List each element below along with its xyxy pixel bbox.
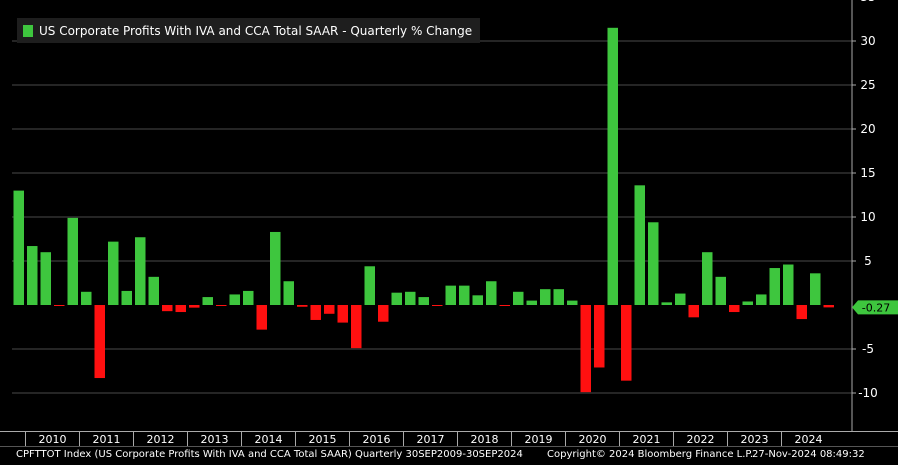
- bar: [391, 292, 402, 305]
- x-tick-label: 2021: [633, 433, 661, 446]
- bar: [418, 297, 429, 305]
- bar: [40, 252, 51, 305]
- y-tick-label: -5: [862, 342, 874, 356]
- bar: [189, 305, 200, 308]
- legend-label: US Corporate Profits With IVA and CCA To…: [39, 23, 473, 38]
- bar: [270, 231, 281, 305]
- bar: [553, 289, 564, 305]
- bar: [594, 305, 605, 368]
- x-tick-label: 2023: [741, 433, 769, 446]
- bar: [13, 190, 24, 305]
- x-tick-label: 2011: [93, 433, 121, 446]
- footer-copyright: Copyright© 2024 Bloomberg Finance L.P.: [547, 449, 754, 460]
- y-tick-label: 30: [860, 34, 875, 48]
- bars: [13, 27, 834, 393]
- bar: [297, 305, 308, 307]
- bar: [783, 264, 794, 305]
- bar: [607, 27, 618, 306]
- bar: [216, 305, 227, 306]
- x-tick-label: 2014: [255, 433, 283, 446]
- bar: [661, 302, 672, 305]
- bar: [459, 285, 470, 305]
- bar: [351, 305, 362, 349]
- bar: [688, 305, 699, 318]
- bar: [283, 281, 294, 305]
- y-tick-label: 5: [864, 254, 872, 268]
- bar: [54, 305, 65, 306]
- bar: [634, 185, 645, 305]
- x-tick-label: 2022: [687, 433, 715, 446]
- bar: [499, 305, 510, 306]
- bar: [580, 305, 591, 393]
- bar: [202, 297, 213, 305]
- bar: [648, 222, 659, 305]
- footer-index-description: CPFTTOT Index (US Corporate Profits With…: [16, 449, 523, 460]
- x-tick-label: 2015: [309, 433, 337, 446]
- bar: [229, 294, 240, 305]
- bar: [324, 305, 335, 314]
- bar: [823, 305, 834, 308]
- bar: [432, 305, 443, 306]
- bar: [715, 276, 726, 305]
- legend-swatch: [23, 24, 33, 37]
- last-value-label: -0.27: [862, 301, 890, 314]
- bar: [445, 285, 456, 305]
- bar: [769, 268, 780, 305]
- bar: [162, 305, 173, 312]
- x-tick-label: 2018: [471, 433, 499, 446]
- x-tick-label: 2012: [147, 433, 175, 446]
- bar: [756, 294, 767, 305]
- bar: [675, 293, 686, 305]
- x-tick-label: 2019: [525, 433, 553, 446]
- bar: [810, 273, 821, 305]
- bar: [175, 305, 186, 313]
- bar: [702, 252, 713, 305]
- bar: [405, 291, 416, 305]
- y-tick-label: 25: [860, 78, 875, 92]
- bar: [742, 301, 753, 305]
- bar: [540, 289, 551, 305]
- x-tick-label: 2024: [795, 433, 823, 446]
- x-tick-label: 2013: [201, 433, 229, 446]
- footer-timestamp: 27-Nov-2024 08:49:32: [752, 449, 865, 460]
- legend: US Corporate Profits With IVA and CCA To…: [17, 18, 481, 43]
- x-tick-label: 2010: [39, 433, 67, 446]
- bar: [472, 295, 483, 305]
- bar: [243, 290, 254, 305]
- x-tick-label: 2020: [579, 433, 607, 446]
- bar: [94, 305, 105, 379]
- x-tick-label: 2017: [417, 433, 445, 446]
- bar: [567, 300, 578, 305]
- bar: [526, 300, 537, 305]
- bar: [81, 291, 92, 305]
- y-tick-label: 35: [860, 0, 875, 4]
- bar: [135, 237, 146, 305]
- axes: -10 -5 5 10 15 20 25 30 35 2010 2011 2012 2013 2014 20…: [0, 0, 898, 447]
- bar: [621, 305, 632, 381]
- bar: [513, 291, 524, 305]
- y-tick-label: 10: [860, 210, 875, 224]
- bar: [796, 305, 807, 320]
- bar: [364, 266, 375, 305]
- bar: [310, 305, 321, 320]
- last-value-tag: [852, 300, 898, 315]
- y-tick-label: -10: [858, 386, 878, 400]
- bar: [486, 281, 497, 305]
- bar: [148, 276, 159, 305]
- gridlines: [12, 40, 852, 394]
- bar: [108, 241, 119, 305]
- bar: [337, 305, 348, 323]
- bar: [121, 290, 132, 305]
- bar: [27, 246, 38, 305]
- x-tick-label: 2016: [363, 433, 391, 446]
- bar: [378, 305, 389, 322]
- bar: [256, 305, 267, 330]
- y-tick-label: 15: [860, 166, 875, 180]
- y-tick-label: 20: [860, 122, 875, 136]
- bar: [67, 217, 78, 305]
- bar: [729, 305, 740, 313]
